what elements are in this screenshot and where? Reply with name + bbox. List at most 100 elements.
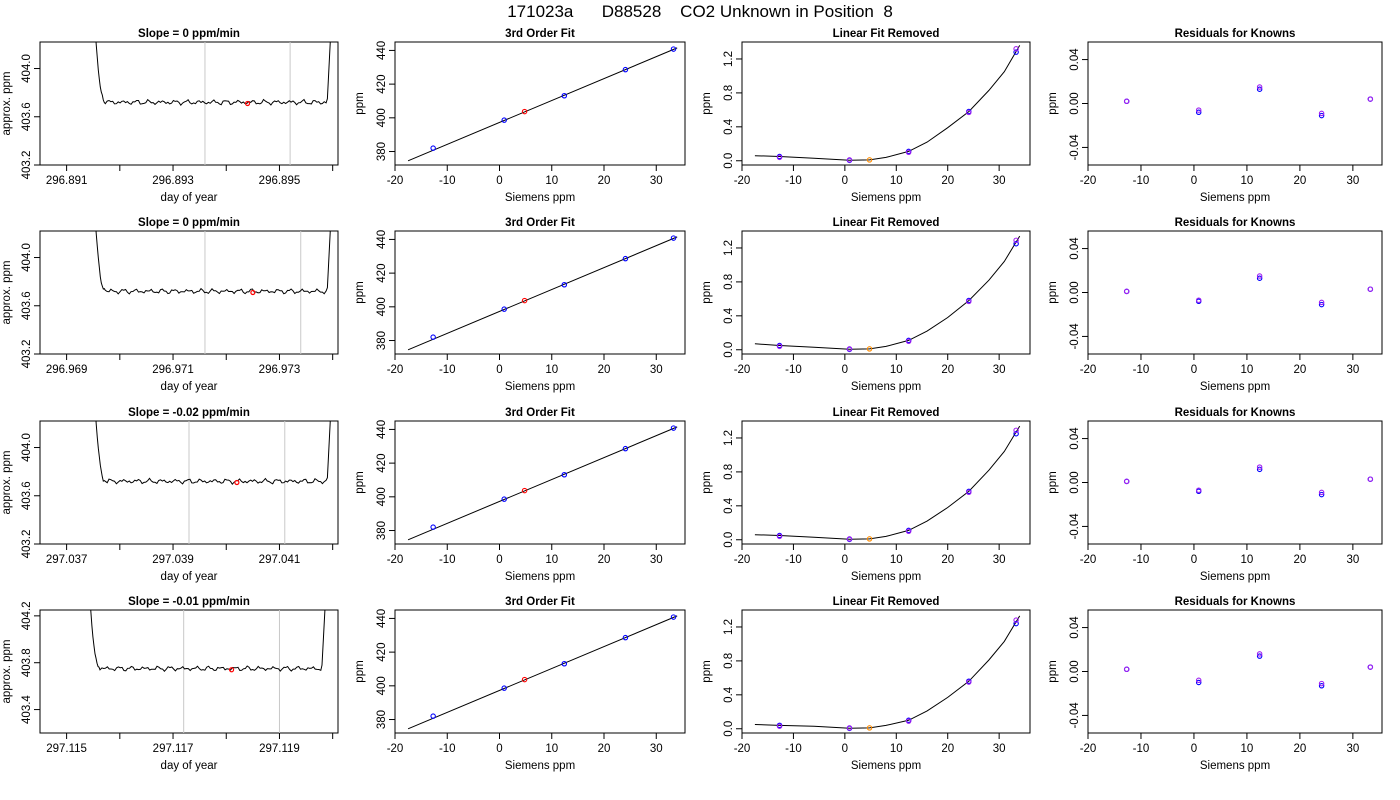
data-point [501,496,507,502]
y-tick-label: 404.0 [21,433,33,462]
y-tick-label: 0.8 [723,274,735,290]
y-tick-label: 1.2 [723,430,735,446]
data-point [622,66,629,73]
plot-area [1123,84,1374,119]
y-axis-label: ppm [1047,660,1059,682]
data-point [501,117,507,123]
x-tick-label: -20 [1080,743,1097,755]
trace-line [95,231,331,295]
x-tick-label: 0 [496,743,502,755]
x-tick-label: 20 [1293,554,1306,566]
x-tick-label: 0 [1191,175,1197,187]
y-tick-label: 1.2 [723,619,735,635]
x-tick-label: 296.891 [46,175,88,187]
data-point [1013,430,1019,437]
x-tick-label: 30 [1346,554,1359,566]
x-tick-label: -10 [785,175,802,187]
x-tick-label: 20 [598,175,611,187]
x-axis-label: day of year [161,760,218,772]
data-point [1318,489,1325,496]
panel-r1-c4: Residuals for Knowns -20 -10 0 10 20 30 -0.04 0.… [1047,28,1383,204]
x-tick-label: 0 [1191,364,1197,376]
panel-r4-c1: Slope = -0.01 ppm/min 297.115 297.117 297.1… [1,596,339,772]
plot-frame [741,609,1031,734]
plot-frame [39,41,339,166]
plot-frame [741,420,1031,545]
x-axis-label: Siemens ppm [851,760,921,772]
data-point [561,281,568,288]
plot-frame [394,41,686,166]
fit-curve [754,615,1021,729]
y-tick-label: 1.2 [723,51,735,67]
chart-title: Linear Fit Removed [833,596,940,608]
panel-r4-c2: 3rd Order Fit -20 -10 0 10 20 30 380 400 420 440 Si… [354,596,686,772]
plot-frame [1087,230,1383,355]
chart-title: Slope = -0.01 ppm/min [128,596,250,608]
x-tick-label: 10 [545,743,558,755]
panel-r2-c4: Residuals for Knowns -20 -10 0 10 20 30 -0.04 0.… [1047,217,1383,393]
x-tick-label: 20 [1293,364,1306,376]
y-tick-label: 0.04 [1069,48,1081,71]
plot-frame [394,230,686,355]
y-tick-label: 0.0 [723,721,735,737]
y-tick-label: 380 [376,331,388,350]
plot-area [95,231,331,354]
x-tick-label: 297.117 [153,743,194,755]
y-axis-label: approx. ppm [1,261,13,325]
data-point [1256,466,1263,473]
y-tick-label: 440 [376,230,388,249]
x-axis-label: day of year [161,381,218,393]
plot-area [407,425,678,541]
x-tick-label: -10 [1133,175,1150,187]
y-tick-label: 420 [376,454,388,473]
data-point [561,660,568,667]
plot-area [1123,273,1374,308]
trace-line [90,610,326,672]
x-tick-label: 10 [890,364,903,376]
x-tick-label: 10 [1241,364,1254,376]
y-tick-label: 403.4 [21,695,33,724]
data-point [846,725,853,731]
y-axis-label: ppm [1047,281,1059,303]
data-point [1013,617,1019,623]
data-point [1195,679,1202,686]
plot-frame [1087,609,1383,734]
panel-r3-c3: Linear Fit Removed -20 -10 0 10 20 30 0.0 0.4 0.8… [701,407,1031,583]
plot-area [754,235,1021,353]
y-tick-label: 404.0 [21,54,33,83]
x-tick-label: -10 [439,554,456,566]
x-axis-label: Siemens ppm [1200,381,1270,393]
x-axis-label: Siemens ppm [505,760,575,772]
panel-r2-c3: Linear Fit Removed -20 -10 0 10 20 30 0.0 0.4 0.8… [701,217,1031,393]
x-tick-label: -10 [439,364,456,376]
y-axis-label: ppm [701,281,713,303]
data-point [1013,620,1019,627]
x-tick-label: 297.039 [152,554,194,566]
data-point [1195,677,1202,684]
y-tick-label: 404.2 [21,601,33,630]
fit-curve [754,235,1021,350]
x-tick-label: -10 [1133,554,1150,566]
y-tick-label: 400 [376,487,388,506]
x-tick-label: 10 [545,554,558,566]
y-axis-label: ppm [1047,471,1059,493]
data-point [846,157,853,163]
data-point [501,685,507,691]
chart-title: Linear Fit Removed [833,28,940,40]
data-point [1195,297,1202,303]
data-point [1367,96,1374,102]
plot-frame [1087,41,1383,166]
data-point [846,346,853,352]
y-tick-label: 440 [376,41,388,60]
data-point [866,157,873,163]
data-point [905,338,912,345]
data-point [670,46,677,52]
data-point [521,676,528,683]
x-tick-label: -20 [734,364,751,376]
y-axis-label: ppm [354,281,366,303]
y-axis-label: approx. ppm [1,640,13,704]
plot-area [90,610,326,733]
y-tick-label: 0.8 [723,464,735,480]
y-tick-label: 403.6 [21,291,33,320]
data-point [1367,476,1374,482]
